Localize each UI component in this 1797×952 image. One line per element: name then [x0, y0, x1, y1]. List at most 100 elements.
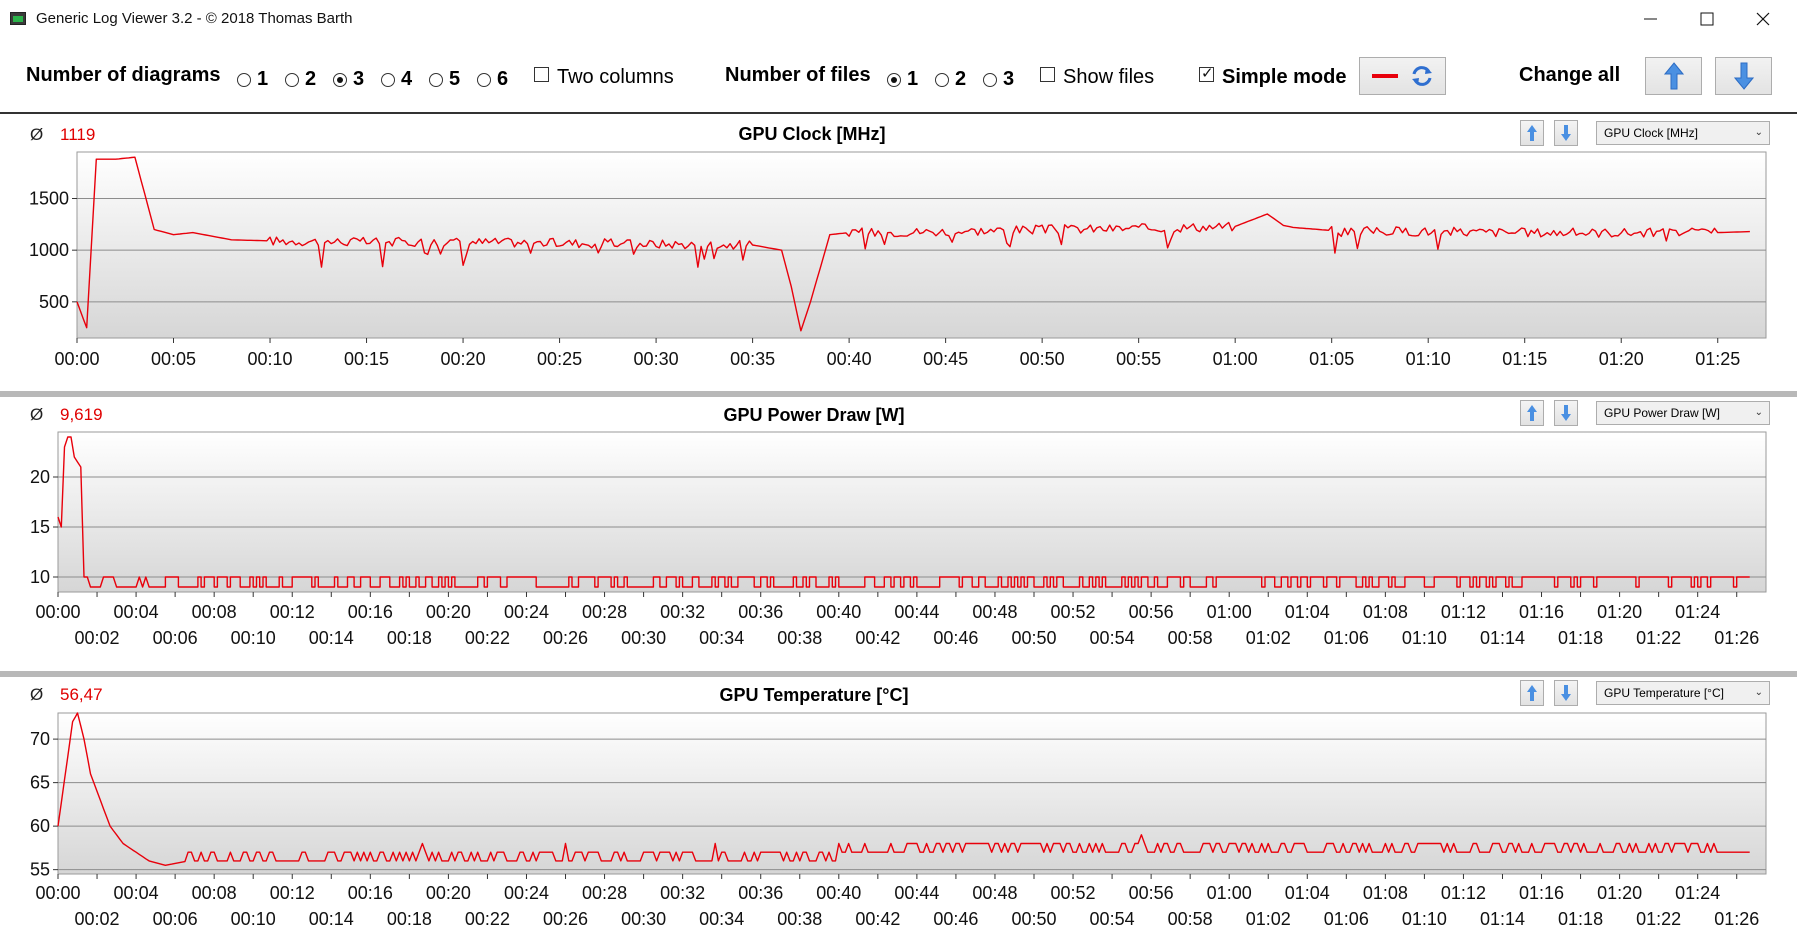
number-of-files-label: Number of files	[725, 64, 871, 86]
arrow-down-icon	[1561, 125, 1571, 141]
x-tick-label: 01:02	[1246, 628, 1291, 648]
average-value: 9,619	[60, 405, 103, 424]
close-button[interactable]	[1736, 0, 1790, 38]
move-down-button[interactable]	[1554, 120, 1578, 146]
x-tick-label: 01:10	[1402, 909, 1447, 929]
x-tick-label: 00:40	[816, 602, 861, 622]
x-tick-label: 00:54	[1090, 628, 1135, 648]
minimize-button[interactable]	[1624, 0, 1678, 38]
move-up-button[interactable]	[1520, 680, 1544, 706]
series-dropdown[interactable]: GPU Clock [MHz] ⌄	[1596, 121, 1770, 145]
x-tick-label: 00:30	[621, 628, 666, 648]
gpu-power-chart: 10 15 20 00:00 00:04 00:08 00:12 00:16 00:20 00:2…	[30, 431, 1767, 648]
arrow-up-icon	[1527, 685, 1537, 701]
x-tick-label: 01:00	[1207, 883, 1252, 903]
radio-dot	[477, 72, 491, 87]
series-dropdown[interactable]: GPU Power Draw [W] ⌄	[1596, 401, 1770, 425]
diagram-panel-1: Ø 1119 GPU Clock [MHz] GPU Clock [MHz] ⌄ …	[0, 115, 1797, 391]
x-tick-label: 01:06	[1324, 628, 1369, 648]
toolbar: Number of diagrams 1 2 3 4 5 6 Two colum…	[0, 38, 1797, 114]
plot-area	[57, 431, 1767, 593]
x-tick-label: 00:00	[35, 883, 80, 903]
diagram-panel-3: Ø 56,47 GPU Temperature [°C] GPU Tempera…	[0, 677, 1797, 952]
x-tick-label: 00:56	[1129, 602, 1174, 622]
files-radio-1[interactable]: 1	[887, 68, 918, 91]
panel-divider[interactable]	[0, 671, 1797, 677]
app-icon	[10, 12, 26, 25]
x-tick-label: 00:45	[923, 349, 968, 369]
x-tick-label: 00:00	[35, 602, 80, 622]
diagrams-radio-4[interactable]: 4	[381, 68, 412, 91]
minimize-icon	[1644, 18, 1657, 20]
change-all-up-button[interactable]	[1645, 57, 1702, 95]
x-tick-label: 00:24	[504, 883, 549, 903]
x-tick-label: 00:20	[441, 349, 486, 369]
x-tick-label: 00:08	[192, 883, 237, 903]
x-tick-label: 00:56	[1129, 883, 1174, 903]
x-tick-label: 01:18	[1558, 628, 1603, 648]
maximize-button[interactable]	[1680, 0, 1734, 38]
x-tick-label: 00:40	[827, 349, 872, 369]
change-all-down-button[interactable]	[1715, 57, 1772, 95]
average-value: 56,47	[60, 685, 103, 704]
x-tick-label: 01:20	[1599, 349, 1644, 369]
radio-dot	[381, 72, 395, 87]
diagram-panel-2: Ø 9,619 GPU Power Draw [W] GPU Power Dra…	[0, 397, 1797, 671]
y-tick-label: 55	[30, 860, 50, 880]
arrow-down-icon	[1733, 62, 1754, 90]
files-radio-3[interactable]: 3	[983, 68, 1014, 91]
x-tick-label: 00:26	[543, 628, 588, 648]
x-tick-label: 00:12	[270, 883, 315, 903]
move-down-button[interactable]	[1554, 400, 1578, 426]
y-tick-label: 65	[30, 773, 50, 793]
panel-divider[interactable]	[0, 391, 1797, 397]
x-tick-label: 00:02	[75, 628, 120, 648]
radio-dot	[285, 72, 299, 87]
x-tick-label: 00:38	[777, 909, 822, 929]
x-tick-label: 00:10	[231, 628, 276, 648]
x-tick-label: 00:32	[660, 883, 705, 903]
diagrams-radio-5[interactable]: 5	[429, 68, 460, 91]
move-up-button[interactable]	[1520, 120, 1544, 146]
x-tick-label: 00:26	[543, 909, 588, 929]
x-tick-label: 00:42	[855, 909, 900, 929]
change-all-label: Change all	[1519, 64, 1621, 86]
x-tick-label: 00:48	[972, 883, 1017, 903]
x-tick-label: 00:28	[582, 602, 627, 622]
x-tick-label: 00:02	[75, 909, 120, 929]
line-color-refresh-button[interactable]	[1359, 57, 1446, 95]
x-tick-label: 01:10	[1406, 349, 1451, 369]
two-columns-checkbox[interactable]: Two columns	[534, 66, 674, 89]
x-tick-label: 00:18	[387, 909, 432, 929]
x-tick-label: 00:34	[699, 909, 744, 929]
x-tick-label: 01:24	[1675, 602, 1720, 622]
y-tick-label: 1500	[29, 189, 69, 209]
chevron-down-icon: ⌄	[1754, 687, 1763, 698]
series-line	[57, 712, 1750, 866]
x-tick-label: 01:04	[1285, 602, 1330, 622]
window-title: Generic Log Viewer 3.2 - © 2018 Thomas B…	[36, 10, 353, 27]
x-tick-label: 00:46	[933, 909, 978, 929]
close-icon	[1756, 12, 1770, 26]
checkbox-box-checked	[1199, 64, 1214, 82]
x-tick-label: 00:16	[348, 602, 393, 622]
diagrams-radio-6[interactable]: 6	[477, 68, 508, 91]
diagrams-radio-2[interactable]: 2	[285, 68, 316, 91]
series-dropdown[interactable]: GPU Temperature [°C] ⌄	[1596, 681, 1770, 705]
diagrams-radio-3[interactable]: 3	[333, 68, 364, 91]
plot-area	[57, 712, 1767, 875]
move-down-button[interactable]	[1554, 680, 1578, 706]
diagrams-radio-1[interactable]: 1	[237, 68, 268, 91]
x-tick-label: 00:52	[1051, 883, 1096, 903]
y-tick-label: 15	[30, 517, 50, 537]
x-tick-label: 00:38	[777, 628, 822, 648]
simple-mode-checkbox[interactable]: Simple mode	[1199, 64, 1346, 89]
x-tick-label: 00:14	[309, 628, 354, 648]
files-radio-2[interactable]: 2	[935, 68, 966, 91]
arrow-up-icon	[1527, 405, 1537, 421]
x-tick-label: 01:26	[1714, 909, 1759, 929]
move-up-button[interactable]	[1520, 400, 1544, 426]
show-files-checkbox[interactable]: Show files	[1040, 66, 1154, 89]
x-tick-label: 00:58	[1168, 909, 1213, 929]
x-tick-label: 00:55	[1116, 349, 1161, 369]
